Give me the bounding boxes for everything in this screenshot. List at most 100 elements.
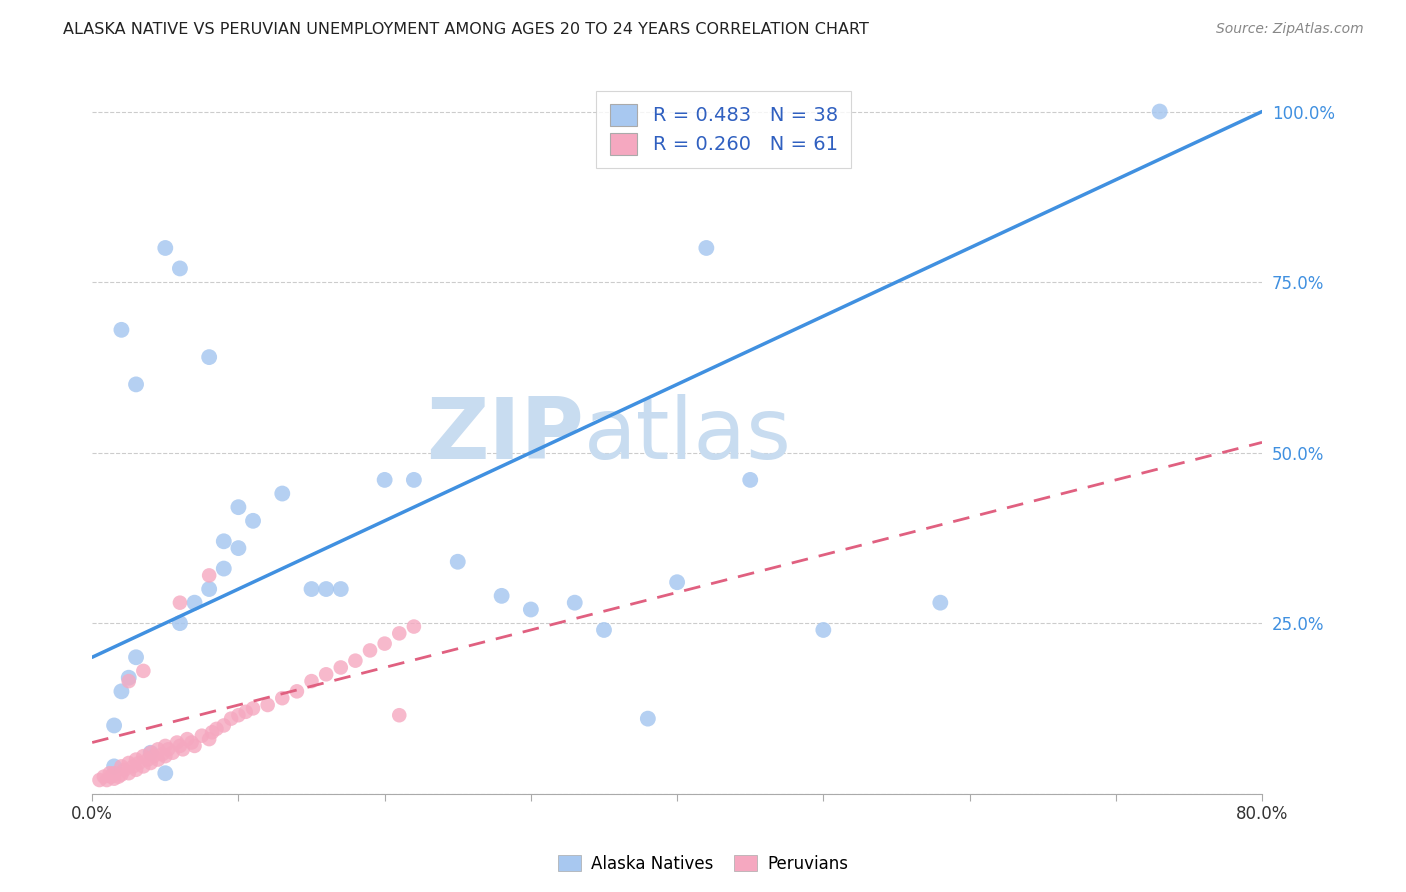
Point <box>103 718 125 732</box>
Point <box>205 722 228 736</box>
Point <box>89 772 111 787</box>
Point <box>176 732 198 747</box>
Point <box>169 739 191 753</box>
Point <box>139 746 162 760</box>
Point <box>139 746 162 760</box>
Point <box>198 732 221 747</box>
Point <box>271 486 294 500</box>
Point <box>132 759 155 773</box>
Point <box>125 377 148 392</box>
Point <box>228 541 250 555</box>
Point <box>128 756 150 770</box>
Point <box>564 596 586 610</box>
Point <box>388 626 411 640</box>
Point <box>359 643 381 657</box>
Point <box>191 729 214 743</box>
Point <box>169 596 191 610</box>
Point <box>695 241 717 255</box>
Point <box>228 500 250 515</box>
Point <box>374 637 396 651</box>
Legend: R = 0.483   N = 38, R = 0.260   N = 61: R = 0.483 N = 38, R = 0.260 N = 61 <box>596 91 852 168</box>
Point <box>329 582 352 596</box>
Point <box>447 555 470 569</box>
Point <box>125 650 148 665</box>
Point <box>740 473 762 487</box>
Point <box>212 534 235 549</box>
Point <box>150 747 173 761</box>
Point <box>242 701 264 715</box>
Point <box>146 753 169 767</box>
Point <box>212 718 235 732</box>
Point <box>118 756 141 770</box>
Point <box>374 473 396 487</box>
Point <box>315 582 337 596</box>
Point <box>103 759 125 773</box>
Point <box>235 705 257 719</box>
Point <box>593 623 616 637</box>
Point <box>155 749 177 764</box>
Point <box>285 684 308 698</box>
Point <box>98 766 121 780</box>
Point <box>491 589 513 603</box>
Point <box>125 763 148 777</box>
Point <box>402 473 425 487</box>
Point <box>315 667 337 681</box>
Point <box>169 616 191 631</box>
Point <box>183 739 205 753</box>
Legend: Alaska Natives, Peruvians: Alaska Natives, Peruvians <box>551 848 855 880</box>
Point <box>301 674 323 689</box>
Point <box>155 766 177 780</box>
Point <box>118 674 141 689</box>
Point <box>110 759 132 773</box>
Text: Source: ZipAtlas.com: Source: ZipAtlas.com <box>1216 22 1364 37</box>
Point <box>198 582 221 596</box>
Point <box>146 742 169 756</box>
Point <box>388 708 411 723</box>
Point <box>132 749 155 764</box>
Point <box>110 767 132 781</box>
Point <box>132 664 155 678</box>
Point <box>172 742 194 756</box>
Point <box>166 735 188 749</box>
Point <box>96 772 118 787</box>
Point <box>271 691 294 706</box>
Point <box>929 596 952 610</box>
Point <box>180 735 202 749</box>
Point <box>155 739 177 753</box>
Point <box>107 770 129 784</box>
Point <box>1149 104 1171 119</box>
Point <box>110 323 132 337</box>
Text: ALASKA NATIVE VS PERUVIAN UNEMPLOYMENT AMONG AGES 20 TO 24 YEARS CORRELATION CHA: ALASKA NATIVE VS PERUVIAN UNEMPLOYMENT A… <box>63 22 869 37</box>
Point <box>242 514 264 528</box>
Point <box>118 671 141 685</box>
Point <box>125 753 148 767</box>
Point <box>112 763 135 777</box>
Point <box>212 561 235 575</box>
Point <box>142 749 165 764</box>
Text: atlas: atlas <box>583 394 792 477</box>
Text: ZIP: ZIP <box>426 394 583 477</box>
Point <box>402 619 425 633</box>
Point <box>155 241 177 255</box>
Point <box>169 261 191 276</box>
Point <box>228 708 250 723</box>
Point <box>103 766 125 780</box>
Point <box>219 712 242 726</box>
Point <box>157 742 180 756</box>
Point <box>100 770 122 784</box>
Point <box>666 575 689 590</box>
Point <box>256 698 278 712</box>
Point <box>198 350 221 364</box>
Point <box>183 596 205 610</box>
Point <box>329 660 352 674</box>
Point <box>198 568 221 582</box>
Point <box>520 602 543 616</box>
Point <box>122 759 145 773</box>
Point <box>162 746 184 760</box>
Point <box>139 756 162 770</box>
Point <box>118 766 141 780</box>
Point <box>637 712 659 726</box>
Point <box>201 725 224 739</box>
Point <box>813 623 835 637</box>
Point <box>110 684 132 698</box>
